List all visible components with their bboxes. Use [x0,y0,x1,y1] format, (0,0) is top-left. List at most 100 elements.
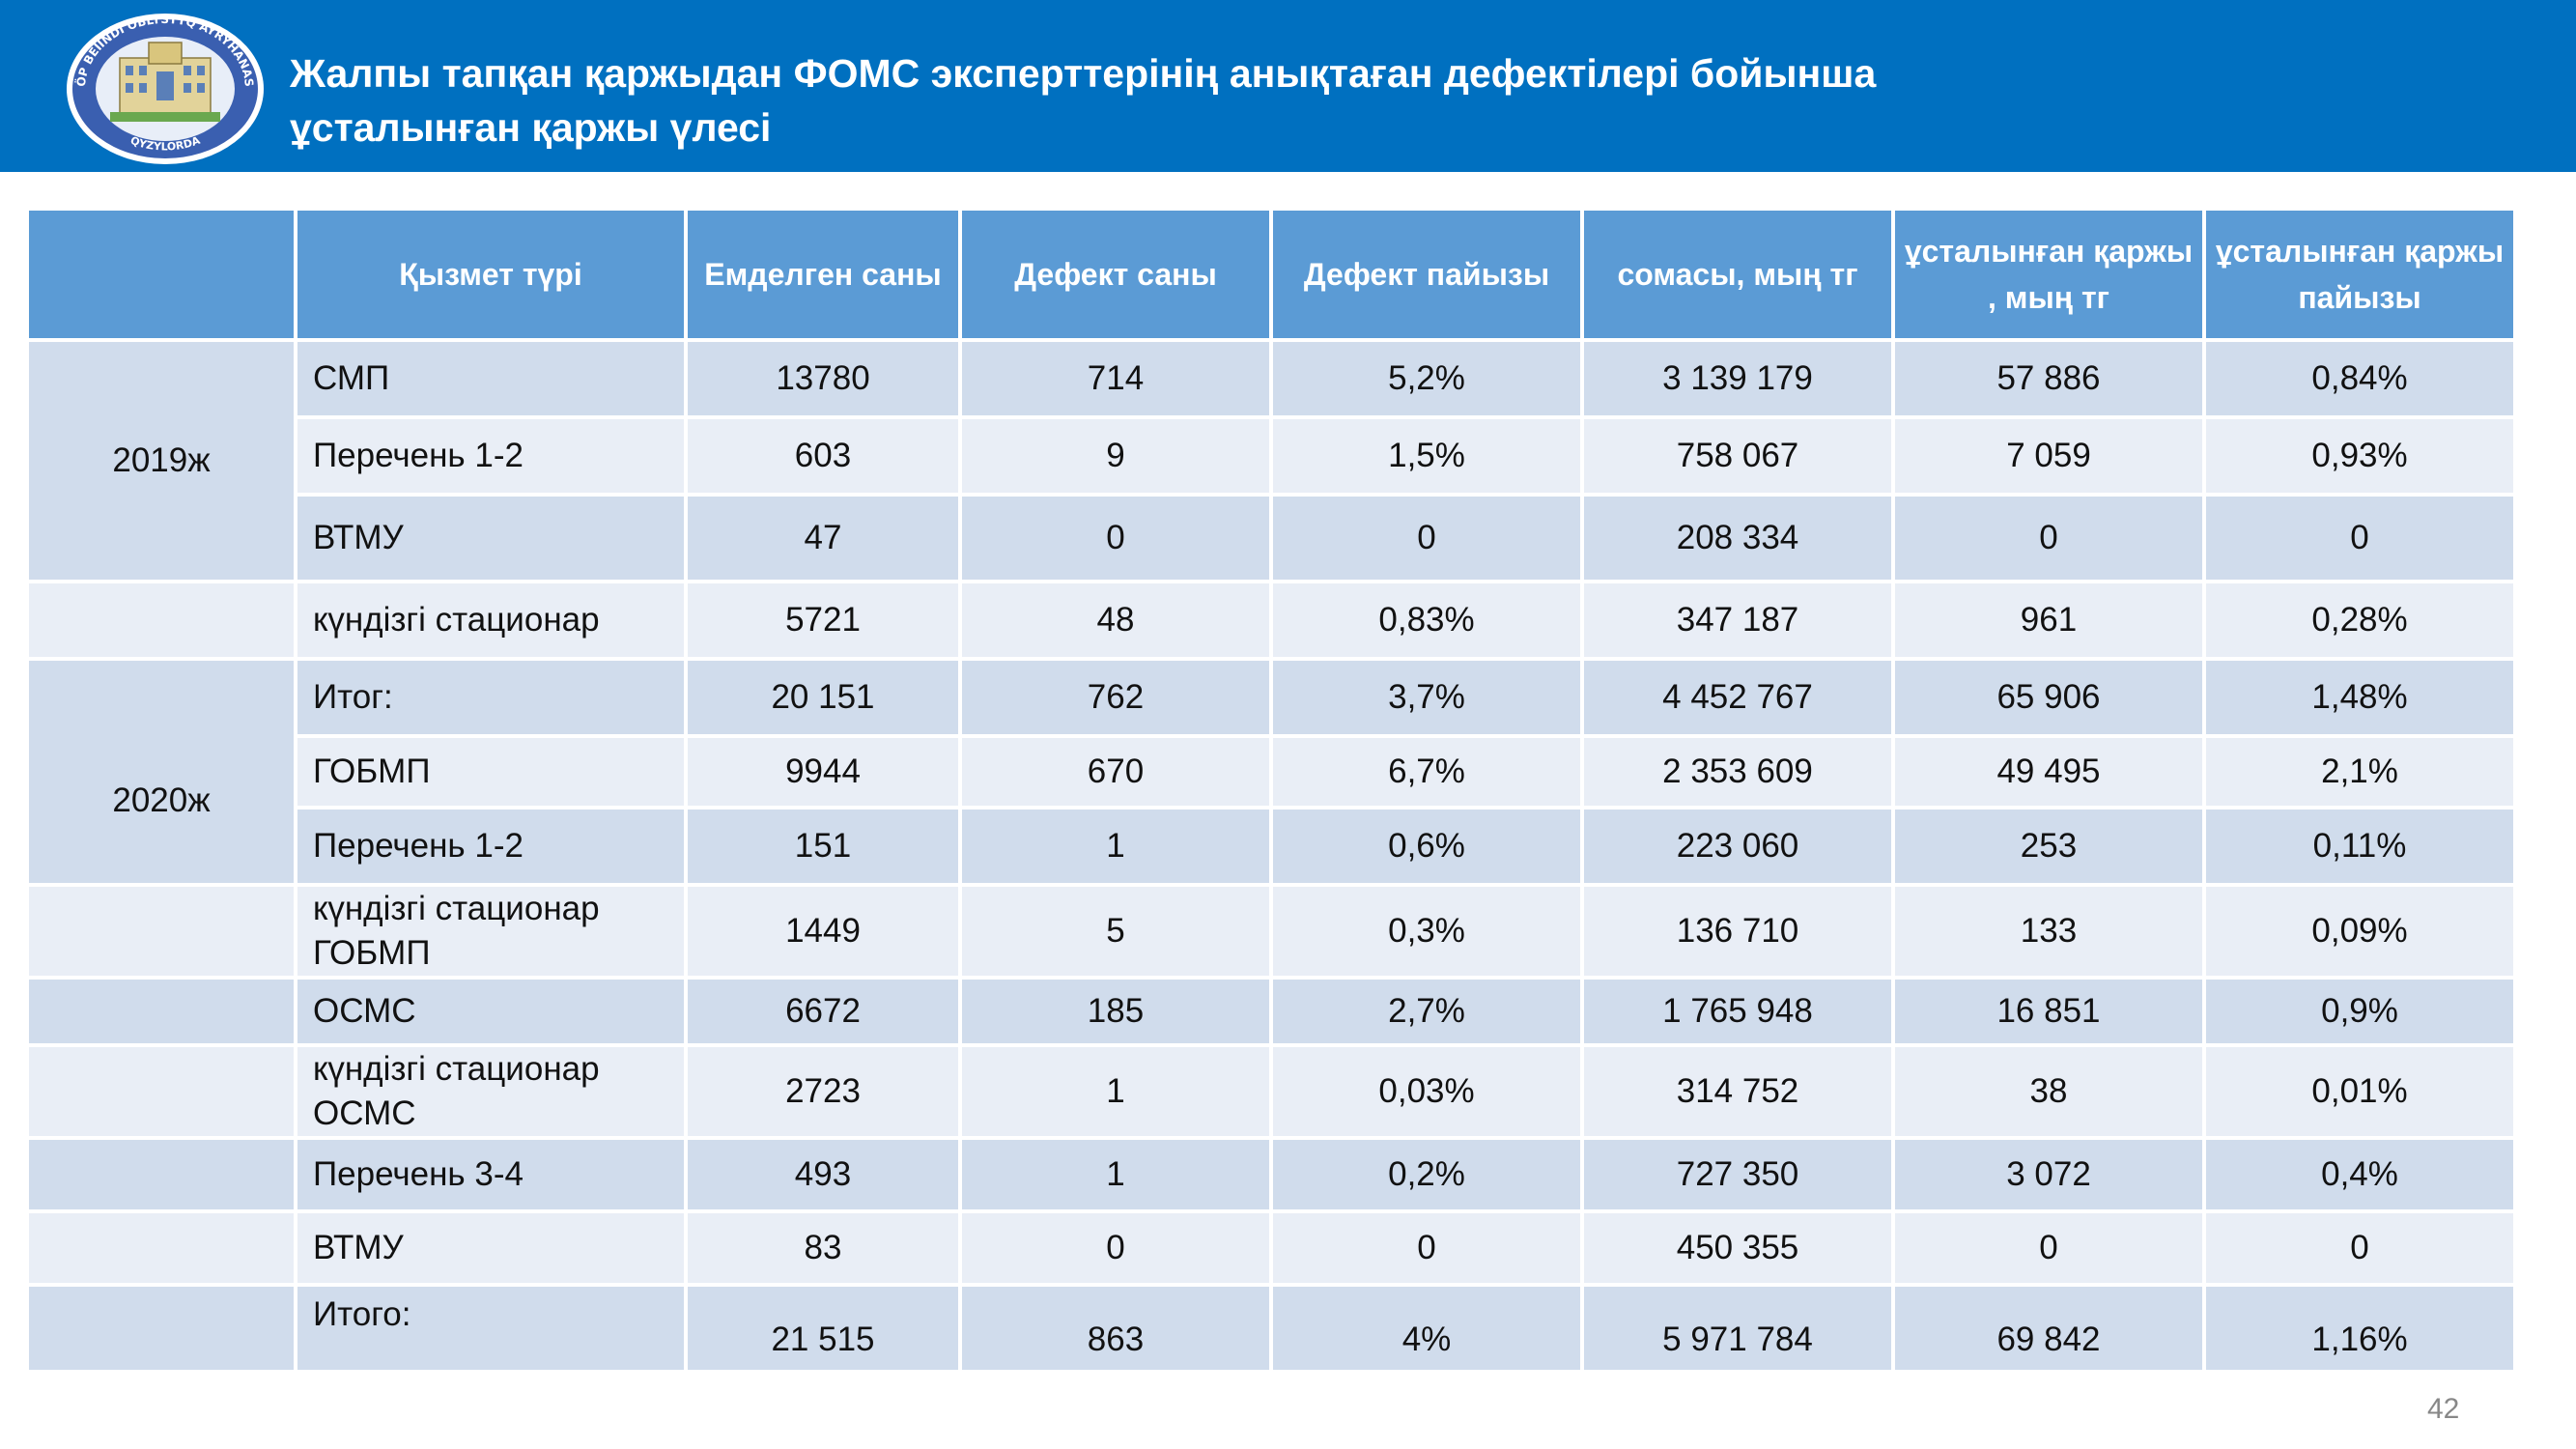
withheld-pct-cell: 0,9% [2206,980,2513,1043]
defect-pct-cell: 0,2% [1273,1140,1580,1209]
withheld-pct-cell: 1,16% [2206,1287,2513,1370]
withheld-pct-cell: 0,28% [2206,583,2513,657]
table-row: ВТМУ 47 0 0 208 334 0 0 [29,497,2513,580]
defects-cell: 0 [962,1213,1269,1283]
service-cell: СМП [297,342,684,415]
table-row: 2019ж СМП 13780 714 5,2% 3 139 179 57 886 0,84% [29,342,2513,580]
sum-cell: 347 187 [1584,583,1891,657]
defect-pct-cell: 3,7% [1273,661,1580,734]
withheld-cell: 0 [1895,1213,2202,1283]
service-cell: Перечень 1-2 [297,419,684,493]
withheld-cell: 38 [1895,1047,2202,1136]
table-row: ГОБМП 9944 670 6,7% 2 353 609 49 495 2,1% [29,738,2513,806]
year-cell-empty [29,1287,294,1370]
service-cell: күндізгі стационар ГОБМП [297,887,684,976]
withheld-cell: 133 [1895,887,2202,976]
page-number: 42 [2427,1393,2460,1425]
treated-cell: 2723 [688,1047,958,1136]
withheld-pct-cell: 2,1% [2206,738,2513,806]
header-service: Қызмет түрі [297,211,684,338]
service-cell: күндізгі стационар ОСМС [297,1047,684,1136]
defects-cell: 1 [962,1047,1269,1136]
withheld-cell: 0 [1895,497,2202,580]
service-cell: Перечень 3-4 [297,1140,684,1209]
sum-cell: 314 752 [1584,1047,1891,1136]
title-line-2: ұсталынған қаржы үлесі [290,105,772,150]
slide-header: KÖP BEIINDI OBLYSTYQ AYRYHANASY QYZYLORD… [0,0,2576,172]
table-row: күндізгі стационар ГОБМП 1449 5 0,3% 136 710… [29,887,2513,976]
header-defects: Дефект саны [962,211,1269,338]
treated-cell: 13780 [688,342,958,415]
header-defect-pct: Дефект пайызы [1273,211,1580,338]
table-row: Перечень 1-2 603 9 1,5% 758 067 7 059 0,93% [29,419,2513,493]
table-row: Итого: 21 515 863 4% 5 971 784 69 842 1,16% [29,1287,2513,1370]
treated-cell: 20 151 [688,661,958,734]
header-withheld: ұсталынған қаржы , мың тг [1895,211,2202,338]
withheld-pct-cell: 0 [2206,497,2513,580]
withheld-pct-cell: 0,93% [2206,419,2513,493]
defects-cell: 670 [962,738,1269,806]
sum-cell: 223 060 [1584,810,1891,883]
year-cell-empty [29,980,294,1043]
sum-cell: 727 350 [1584,1140,1891,1209]
treated-cell: 83 [688,1213,958,1283]
defect-pct-cell: 4% [1273,1287,1580,1370]
treated-cell: 5721 [688,583,958,657]
service-cell: ГОБМП [297,738,684,806]
year-cell-empty [29,583,294,657]
sum-cell: 450 355 [1584,1213,1891,1283]
service-cell: Итог: [297,661,684,734]
defects-table: Қызмет түрі Емделген саны Дефект саны Де… [25,207,2517,1374]
table-row: 2020ж Итог: 20 151 762 3,7% 4 452 767 65 906 1,… [29,661,2513,883]
service-cell: күндізгі стационар [297,583,684,657]
defects-cell: 863 [962,1287,1269,1370]
year-cell-empty [29,1140,294,1209]
defect-pct-cell: 0,6% [1273,810,1580,883]
withheld-cell: 16 851 [1895,980,2202,1043]
table-row: Перечень 3-4 493 1 0,2% 727 350 3 072 0,4% [29,1140,2513,1209]
header-treated: Емделген саны [688,211,958,338]
defect-pct-cell: 6,7% [1273,738,1580,806]
slide-title: Жалпы тапқан қаржыдан ФОМС эксперттеріні… [290,46,1876,155]
service-cell: Итого: [297,1287,684,1370]
table-row: ОСМС 6672 185 2,7% 1 765 948 16 851 0,9% [29,980,2513,1043]
withheld-cell: 57 886 [1895,342,2202,415]
withheld-cell: 65 906 [1895,661,2202,734]
table-row: күндізгі стационар 5721 48 0,83% 347 187 961 0… [29,583,2513,657]
year-cell-empty [29,1047,294,1136]
defects-cell: 1 [962,810,1269,883]
sum-cell: 758 067 [1584,419,1891,493]
defects-cell: 0 [962,497,1269,580]
withheld-pct-cell: 0,01% [2206,1047,2513,1136]
defects-cell: 762 [962,661,1269,734]
defect-pct-cell: 5,2% [1273,342,1580,415]
treated-cell: 21 515 [688,1287,958,1370]
withheld-cell: 49 495 [1895,738,2202,806]
withheld-cell: 69 842 [1895,1287,2202,1370]
defect-pct-cell: 0,83% [1273,583,1580,657]
sum-cell: 1 765 948 [1584,980,1891,1043]
defect-pct-cell: 0,3% [1273,887,1580,976]
header-year [29,211,294,338]
treated-cell: 151 [688,810,958,883]
svg-text:QYZYLORDA: QYZYLORDA [128,134,202,154]
defects-cell: 714 [962,342,1269,415]
defects-cell: 5 [962,887,1269,976]
service-cell: ОСМС [297,980,684,1043]
defect-pct-cell: 0,03% [1273,1047,1580,1136]
treated-cell: 9944 [688,738,958,806]
service-cell: ВТМУ [297,497,684,580]
table-header-row: Қызмет түрі Емделген саны Дефект саны Де… [29,211,2513,338]
treated-cell: 6672 [688,980,958,1043]
withheld-pct-cell: 0,4% [2206,1140,2513,1209]
withheld-cell: 253 [1895,810,2202,883]
table-row: күндізгі стационар ОСМС 2723 1 0,03% 314 752… [29,1047,2513,1136]
defects-cell: 48 [962,583,1269,657]
year-cell-2019: 2019ж [29,342,294,580]
defects-cell: 9 [962,419,1269,493]
withheld-cell: 961 [1895,583,2202,657]
withheld-pct-cell: 0,11% [2206,810,2513,883]
sum-cell: 5 971 784 [1584,1287,1891,1370]
treated-cell: 493 [688,1140,958,1209]
header-withheld-pct: ұсталынған қаржы пайызы [2206,211,2513,338]
